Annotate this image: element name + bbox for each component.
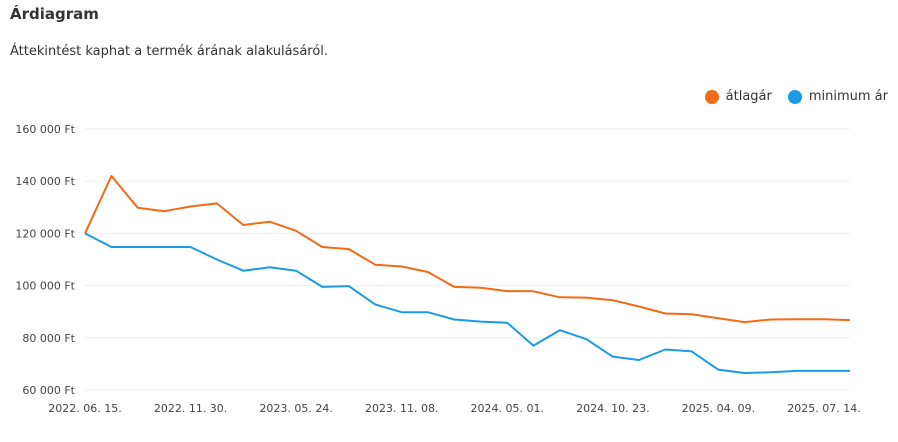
x-tick-label: 2022. 06. 15.: [48, 402, 121, 415]
series-line-minimum: [84, 232, 850, 374]
x-tick-label: 2024. 10. 23.: [576, 402, 649, 415]
y-tick-label: 80 000 Ft: [22, 332, 75, 345]
x-tick-label: 2022. 11. 30.: [154, 402, 227, 415]
series-line-average: [84, 175, 851, 324]
y-axis-labels: 60 000 Ft 80 000 Ft 100 000 Ft 120 000 Ft 14…: [15, 123, 75, 397]
chart-legend: átlagár minimum ár: [704, 89, 888, 104]
y-tick-label: 160 000 Ft: [15, 123, 75, 136]
legend-item-minimum[interactable]: minimum ár: [787, 89, 888, 104]
y-tick-label: 120 000 Ft: [15, 227, 75, 240]
x-axis-labels: 2022. 06. 15. 2022. 11. 30. 2023. 05. 24. 2…: [48, 402, 860, 415]
y-tick-label: 60 000 Ft: [22, 384, 75, 397]
legend-item-average[interactable]: átlagár: [704, 89, 772, 104]
x-tick-label: 2024. 05. 01.: [471, 402, 544, 415]
section-description: Áttekintést kaphat a termék árának alaku…: [10, 44, 329, 59]
x-tick-label: 2025. 07. 14.: [787, 402, 860, 415]
x-tick-label: 2023. 05. 24.: [259, 402, 332, 415]
x-tick-label: 2023. 11. 08.: [365, 402, 438, 415]
grid-lines: [85, 128, 850, 391]
legend-dot-minimum-icon: [787, 89, 802, 104]
legend-dot-average-icon: [704, 89, 719, 104]
y-tick-label: 100 000 Ft: [15, 280, 75, 293]
legend-label-average: átlagár: [725, 89, 772, 104]
series-lines: [84, 175, 851, 374]
x-tick-label: 2025. 04. 09.: [682, 402, 755, 415]
legend-label-minimum: minimum ár: [808, 89, 888, 104]
y-tick-label: 140 000 Ft: [15, 175, 75, 188]
section-title: Árdiagram: [10, 5, 99, 23]
